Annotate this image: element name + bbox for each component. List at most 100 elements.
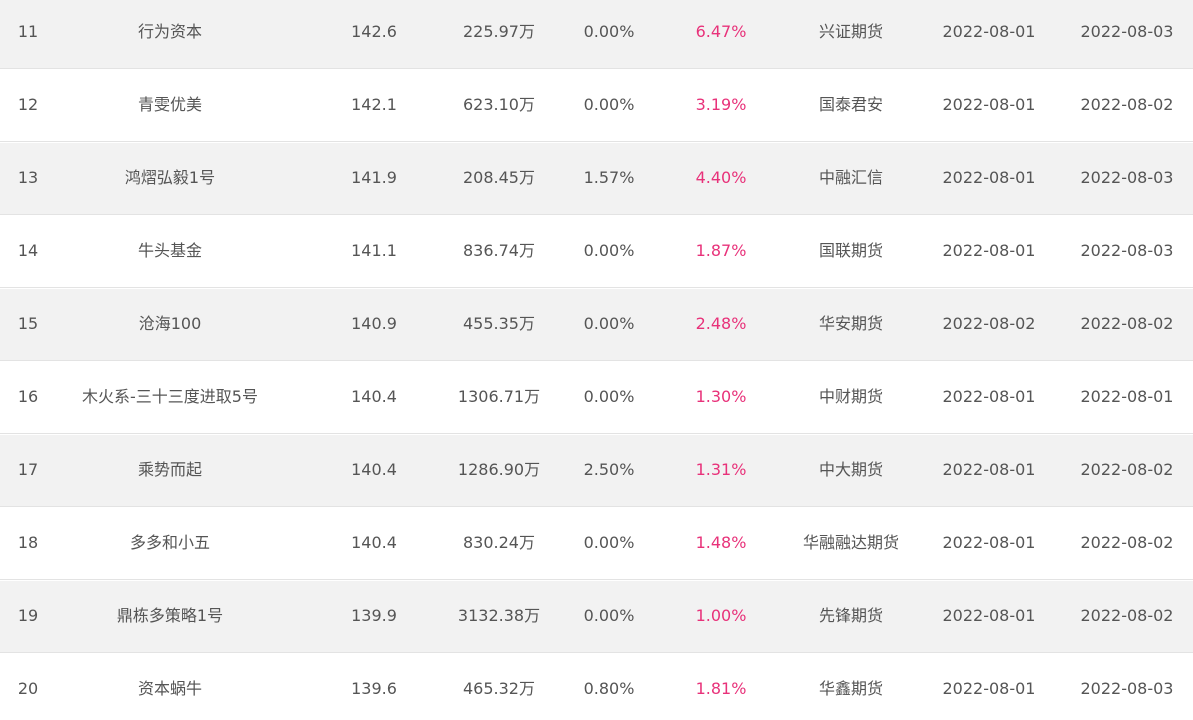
product-name-cell[interactable]: 行为资本: [137, 22, 202, 41]
scale-cell: 1306.71万: [457, 387, 541, 406]
product-name-cell[interactable]: 多多和小五: [129, 533, 210, 552]
end-date-cell: 2022-08-03: [1080, 679, 1174, 698]
start-date-cell: 2022-08-01: [942, 168, 1036, 187]
score-cell: 140.4: [351, 387, 397, 406]
drawdown-cell: 0.00%: [583, 533, 635, 552]
scale-cell: 465.32万: [463, 679, 535, 698]
end-date-cell: 2022-08-03: [1080, 241, 1174, 260]
table-row[interactable]: 19 鼎栋多策略1号 139.9 3132.38万 0.00% 1.00% 先锋…: [0, 581, 1193, 653]
return-cell: 4.40%: [695, 168, 747, 187]
drawdown-cell: 0.00%: [583, 314, 635, 333]
start-date-cell: 2022-08-01: [942, 606, 1036, 625]
start-date-cell: 2022-08-01: [942, 533, 1036, 552]
drawdown-cell: 0.00%: [583, 241, 635, 260]
broker-cell: 先锋期货: [818, 606, 883, 625]
table-row[interactable]: 15 沧海100 140.9 455.35万 0.00% 2.48% 华安期货 …: [0, 289, 1193, 361]
table-row[interactable]: 11 行为资本 142.6 225.97万 0.00% 6.47% 兴证期货 2…: [0, 0, 1193, 69]
return-cell: 2.48%: [695, 314, 747, 333]
product-name-cell[interactable]: 乘势而起: [137, 460, 202, 479]
start-date-cell: 2022-08-01: [942, 387, 1036, 406]
scale-cell: 1286.90万: [457, 460, 541, 479]
broker-cell: 中融汇信: [818, 168, 883, 187]
drawdown-cell: 0.00%: [583, 387, 635, 406]
drawdown-cell: 1.57%: [583, 168, 635, 187]
scale-cell: 208.45万: [463, 168, 535, 187]
product-name-cell[interactable]: 鸿熠弘毅1号: [124, 168, 216, 187]
score-cell: 140.4: [351, 533, 397, 552]
score-cell: 139.6: [351, 679, 397, 698]
return-cell: 1.81%: [695, 679, 747, 698]
table-row[interactable]: 18 多多和小五 140.4 830.24万 0.00% 1.48% 华融融达期…: [0, 508, 1193, 580]
rank-cell: 11: [17, 22, 39, 41]
broker-cell: 华鑫期货: [818, 679, 883, 698]
product-name-cell[interactable]: 沧海100: [138, 314, 202, 333]
rank-cell: 15: [17, 314, 39, 333]
return-cell: 1.87%: [695, 241, 747, 260]
end-date-cell: 2022-08-03: [1080, 22, 1174, 41]
rank-cell: 18: [17, 533, 39, 552]
scale-cell: 225.97万: [463, 22, 535, 41]
product-name-cell[interactable]: 鼎栋多策略1号: [116, 606, 224, 625]
table-row[interactable]: 14 牛头基金 141.1 836.74万 0.00% 1.87% 国联期货 2…: [0, 216, 1193, 288]
start-date-cell: 2022-08-01: [942, 22, 1036, 41]
return-cell: 3.19%: [695, 95, 747, 114]
broker-cell: 中大期货: [818, 460, 883, 479]
product-name-cell[interactable]: 资本蜗牛: [137, 679, 202, 698]
start-date-cell: 2022-08-01: [942, 95, 1036, 114]
rank-cell: 13: [17, 168, 39, 187]
return-cell: 1.00%: [695, 606, 747, 625]
scale-cell: 830.24万: [463, 533, 535, 552]
product-name-cell[interactable]: 青雯优美: [137, 95, 202, 114]
rank-cell: 12: [17, 95, 39, 114]
product-name-cell[interactable]: 牛头基金: [137, 241, 202, 260]
rank-cell: 20: [17, 679, 39, 698]
broker-cell: 国联期货: [818, 241, 883, 260]
end-date-cell: 2022-08-03: [1080, 168, 1174, 187]
score-cell: 142.6: [351, 22, 397, 41]
rank-cell: 17: [17, 460, 39, 479]
drawdown-cell: 0.00%: [583, 606, 635, 625]
drawdown-cell: 0.00%: [583, 95, 635, 114]
drawdown-cell: 0.80%: [583, 679, 635, 698]
table-row[interactable]: 12 青雯优美 142.1 623.10万 0.00% 3.19% 国泰君安 2…: [0, 70, 1193, 142]
start-date-cell: 2022-08-01: [942, 241, 1036, 260]
score-cell: 142.1: [351, 95, 397, 114]
end-date-cell: 2022-08-02: [1080, 95, 1174, 114]
table-row[interactable]: 16 木火系-三十三度进取5号 140.4 1306.71万 0.00% 1.3…: [0, 362, 1193, 434]
score-cell: 139.9: [351, 606, 397, 625]
return-cell: 1.48%: [695, 533, 747, 552]
drawdown-cell: 0.00%: [583, 22, 635, 41]
drawdown-cell: 2.50%: [583, 460, 635, 479]
scale-cell: 836.74万: [463, 241, 535, 260]
end-date-cell: 2022-08-01: [1080, 387, 1174, 406]
broker-cell: 华融融达期货: [802, 533, 899, 552]
score-cell: 140.9: [351, 314, 397, 333]
end-date-cell: 2022-08-02: [1080, 314, 1174, 333]
end-date-cell: 2022-08-02: [1080, 533, 1174, 552]
table-row[interactable]: 20 资本蜗牛 139.6 465.32万 0.80% 1.81% 华鑫期货 2…: [0, 654, 1193, 720]
return-cell: 1.31%: [695, 460, 747, 479]
return-cell: 1.30%: [695, 387, 747, 406]
scale-cell: 3132.38万: [457, 606, 541, 625]
score-cell: 140.4: [351, 460, 397, 479]
table-row[interactable]: 17 乘势而起 140.4 1286.90万 2.50% 1.31% 中大期货 …: [0, 435, 1193, 507]
return-cell: 6.47%: [695, 22, 747, 41]
broker-cell: 中财期货: [818, 387, 883, 406]
start-date-cell: 2022-08-01: [942, 679, 1036, 698]
start-date-cell: 2022-08-01: [942, 460, 1036, 479]
table-row[interactable]: 13 鸿熠弘毅1号 141.9 208.45万 1.57% 4.40% 中融汇信…: [0, 143, 1193, 215]
rank-cell: 19: [17, 606, 39, 625]
score-cell: 141.9: [351, 168, 397, 187]
score-cell: 141.1: [351, 241, 397, 260]
broker-cell: 兴证期货: [818, 22, 883, 41]
end-date-cell: 2022-08-02: [1080, 606, 1174, 625]
rank-cell: 16: [17, 387, 39, 406]
end-date-cell: 2022-08-02: [1080, 460, 1174, 479]
scale-cell: 623.10万: [463, 95, 535, 114]
scale-cell: 455.35万: [463, 314, 535, 333]
broker-cell: 华安期货: [818, 314, 883, 333]
rank-cell: 14: [17, 241, 39, 260]
start-date-cell: 2022-08-02: [942, 314, 1036, 333]
product-name-cell[interactable]: 木火系-三十三度进取5号: [82, 387, 258, 406]
